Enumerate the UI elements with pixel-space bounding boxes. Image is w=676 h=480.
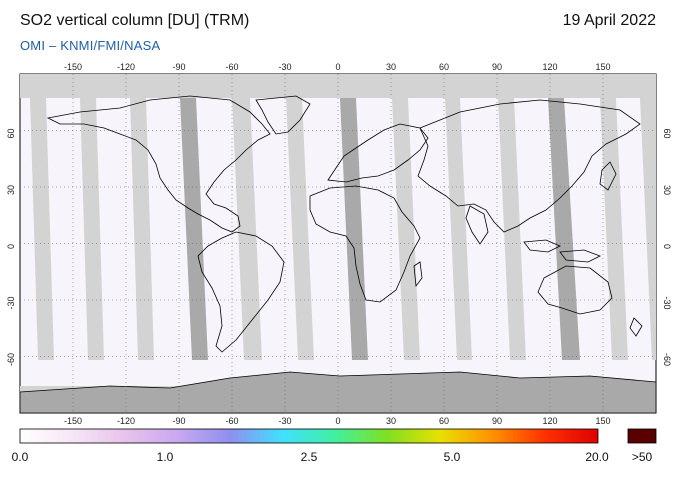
coastlines — [46, 95, 643, 353]
lat-tick-label-left: -60 — [6, 353, 16, 366]
colorbar-label-3: 5.0 — [443, 450, 461, 464]
lon-tick-label-top: 150 — [595, 62, 610, 72]
colorbar-label-1: 1.0 — [156, 450, 174, 464]
lon-tick-label-bottom: -90 — [172, 416, 185, 426]
lon-tick-label-top: 30 — [386, 62, 396, 72]
lon-tick-label-top: -150 — [64, 62, 82, 72]
swath-overlaps — [180, 98, 580, 360]
lon-tick-label-bottom: 150 — [595, 416, 610, 426]
colorbar-overflow-label: >50 — [631, 450, 653, 464]
lon-tick-label-top: 60 — [439, 62, 449, 72]
lat-tick-label-left: 30 — [6, 185, 16, 195]
lat-tick-label-left: 0 — [6, 244, 16, 249]
lon-tick-label-bottom: -60 — [225, 416, 238, 426]
lon-tick-label-top: -90 — [172, 62, 185, 72]
map-title: SO2 vertical column [DU] (TRM) — [20, 12, 250, 29]
lon-tick-label-bottom: 0 — [335, 416, 340, 426]
lon-tick-labels-bottom: -150 -120 -90 -60 -30 0 30 60 90 120 150 — [64, 416, 611, 426]
lon-tick-label-bottom: 90 — [492, 416, 502, 426]
lat-tick-label-left: 60 — [6, 128, 16, 138]
lat-tick-label-right: -30 — [662, 296, 672, 309]
lat-tick-labels-left: 60 30 0 -30 -60 — [6, 128, 16, 366]
colorbar-label-0: 0.0 — [11, 450, 29, 464]
lon-tick-label-bottom: 120 — [542, 416, 557, 426]
lon-tick-label-bottom: -150 — [64, 416, 82, 426]
lat-tick-label-right: -60 — [662, 353, 672, 366]
lat-tick-label-right: 0 — [662, 244, 672, 249]
lon-tick-label-top: 0 — [335, 62, 340, 72]
lon-tick-label-top: -60 — [225, 62, 238, 72]
lat-tick-label-right: 60 — [662, 128, 672, 138]
lon-tick-label-top: 90 — [492, 62, 502, 72]
map-date: 19 April 2022 — [562, 12, 656, 29]
colorbar-label-4: 20.0 — [585, 450, 609, 464]
lon-tick-label-top: -120 — [117, 62, 135, 72]
lon-tick-label-top: 120 — [542, 62, 557, 72]
lon-tick-label-bottom: 30 — [386, 416, 396, 426]
colorbar-label-2: 2.5 — [300, 450, 318, 464]
lon-tick-label-top: -30 — [278, 62, 291, 72]
lon-tick-label-bottom: -30 — [278, 416, 291, 426]
map-credits: OMI – KNMI/FMI/NASA — [20, 38, 161, 53]
lon-tick-label-bottom: 60 — [439, 416, 449, 426]
lon-tick-label-bottom: -120 — [117, 416, 135, 426]
lat-tick-label-left: -30 — [6, 296, 16, 309]
lon-tick-labels-top: -150 -120 -90 -60 -30 0 30 60 90 120 150 — [64, 62, 611, 72]
graticule — [20, 74, 656, 413]
colorbar-overflow-swatch — [627, 428, 657, 444]
colorbar-gradient — [19, 428, 599, 444]
lat-tick-labels-right: 60 30 0 -30 -60 — [662, 128, 672, 366]
lat-tick-label-right: 30 — [662, 185, 672, 195]
